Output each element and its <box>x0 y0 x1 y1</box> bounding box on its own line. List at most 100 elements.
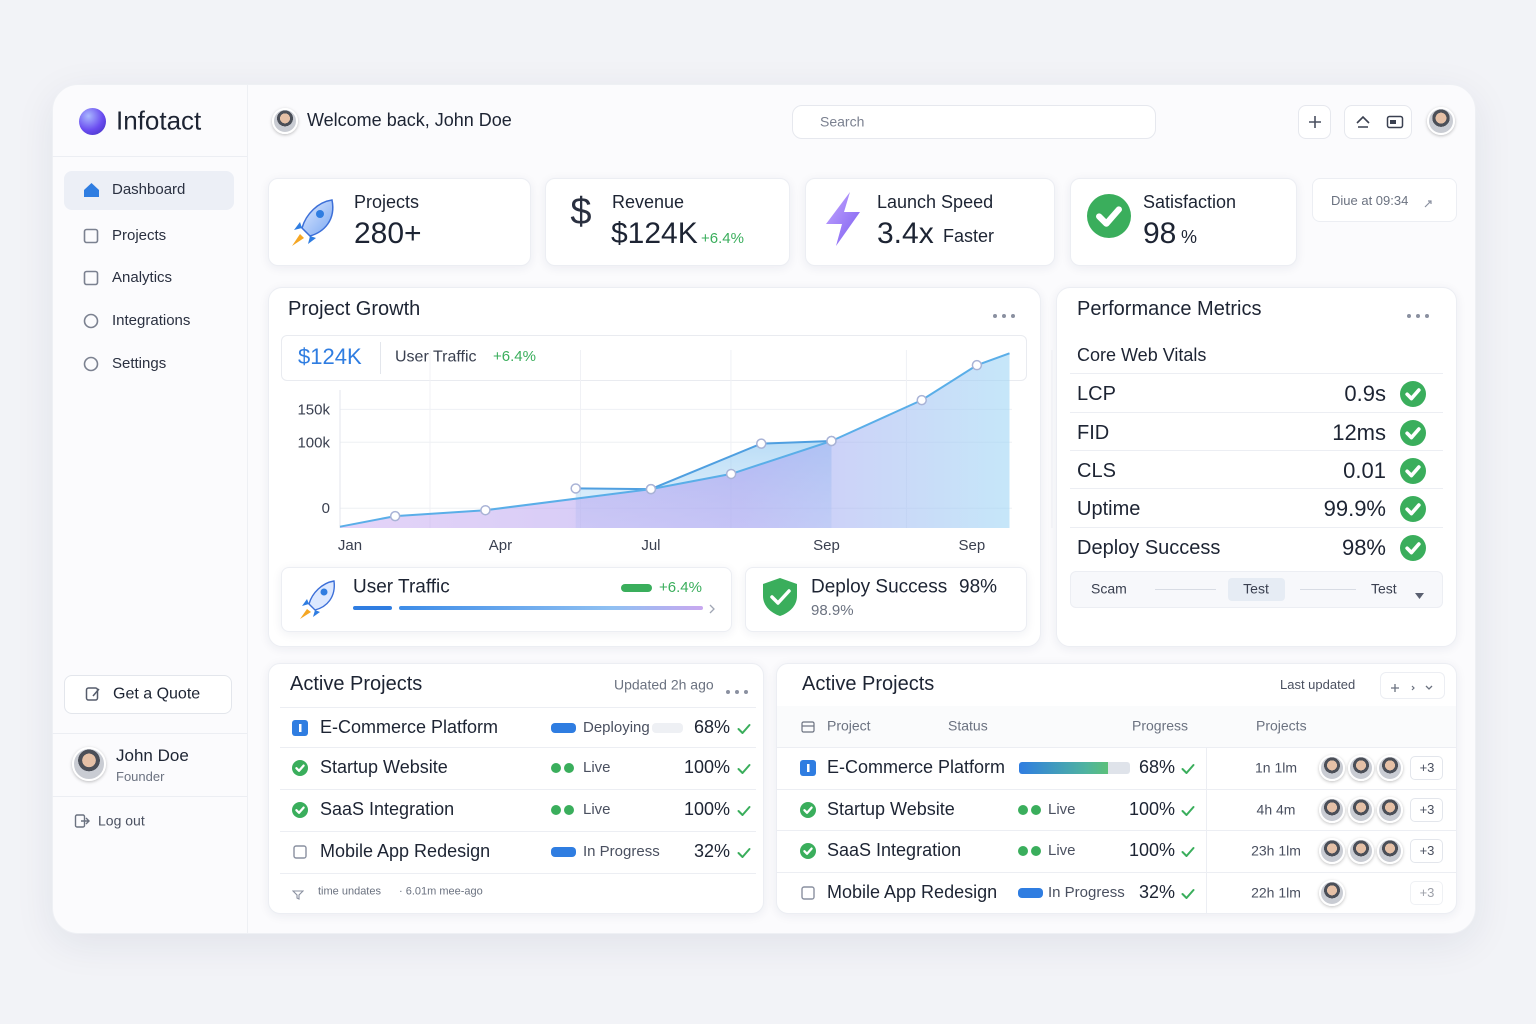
project-progress: 32% <box>1138 882 1175 903</box>
project-progress: 100% <box>683 757 730 778</box>
status-dot <box>551 805 561 815</box>
icon-shape <box>1391 684 1433 692</box>
icon-shape <box>295 764 305 772</box>
status-dot <box>564 805 574 815</box>
table-tools[interactable] <box>1380 672 1445 699</box>
stat-label: Launch Speed <box>877 192 994 213</box>
logout[interactable]: Log out <box>98 812 145 829</box>
icon-shape <box>84 183 99 197</box>
column-divider <box>1206 830 1207 872</box>
metric-label: Uptime <box>1077 498 1141 520</box>
icon-shape <box>1181 847 1195 857</box>
project-progress: 32% <box>693 841 730 862</box>
check-mark <box>737 804 751 816</box>
project-name: Startup Website <box>320 757 448 778</box>
metric-value: 0.01 <box>1343 457 1386 483</box>
column-divider <box>1206 747 1207 789</box>
icon-shape <box>737 806 751 816</box>
icon-shape <box>292 760 308 776</box>
icon-shape <box>1405 542 1421 555</box>
icon-shape <box>1386 115 1404 129</box>
project-time: 22h 1lm <box>1251 884 1301 901</box>
search-box[interactable] <box>792 105 1156 139</box>
progress-bar <box>1019 762 1130 774</box>
icon-shape <box>291 890 305 900</box>
icon-shape <box>1425 685 1433 690</box>
step: Test <box>1371 580 1397 597</box>
quote-button[interactable] <box>64 675 232 714</box>
table-header-bg <box>777 706 1456 747</box>
divider <box>1070 488 1443 489</box>
icon-shape <box>801 886 815 900</box>
sidebar-divider <box>247 84 248 934</box>
deploy-detail: 98.9% <box>811 602 854 619</box>
icon-shape <box>1002 314 1006 318</box>
nav-item[interactable]: Integrations <box>112 312 191 329</box>
project-progress: 68% <box>1138 757 1175 778</box>
avatar <box>1377 838 1403 864</box>
avatar <box>1319 797 1345 823</box>
avatar <box>72 747 106 781</box>
panel-title: Project Growth <box>288 298 421 320</box>
column-header: Projects <box>1256 717 1307 734</box>
stat-note: Faster <box>943 226 995 247</box>
stat-label: Revenue <box>612 192 685 213</box>
icon-shape <box>1181 764 1195 774</box>
nav-item[interactable]: Settings <box>112 355 167 372</box>
divider <box>1300 589 1356 590</box>
check-mark <box>1181 804 1195 816</box>
icon-shape <box>744 690 748 694</box>
extra-count: +3 <box>1419 802 1435 818</box>
icon-shape <box>763 578 797 616</box>
card-icon <box>1386 114 1404 130</box>
check-mark <box>1181 845 1195 857</box>
project-progress: 100% <box>1128 799 1175 820</box>
icon-shape <box>709 604 715 614</box>
nav-item[interactable]: Projects <box>112 227 167 244</box>
icon-shape <box>1400 381 1426 407</box>
check-mark <box>737 846 751 858</box>
icon-shape <box>320 588 328 596</box>
nav-item[interactable]: Dashboard <box>112 181 186 198</box>
stat-value: $124K <box>611 217 698 250</box>
quote-label: Get a Quote <box>113 685 201 703</box>
divider <box>777 789 1456 790</box>
icon-shape <box>1309 116 1321 128</box>
check-mark <box>1181 887 1195 899</box>
icon-shape <box>800 843 816 859</box>
divider <box>1070 373 1443 374</box>
icon-shape <box>83 356 99 372</box>
icon-shape <box>1087 194 1131 238</box>
extra-badge <box>1410 798 1443 822</box>
extra-count: +3 <box>1419 885 1435 901</box>
project-name: E-Commerce Platform <box>827 757 1006 778</box>
stat-unit: % <box>1181 227 1198 248</box>
nav-item[interactable]: Analytics <box>112 269 173 286</box>
tool-buttons[interactable] <box>1344 105 1412 139</box>
icon-shape <box>85 687 100 701</box>
traffic-bar-short <box>353 606 392 610</box>
icon-shape <box>1400 535 1426 561</box>
dollar-icon: $ <box>566 191 596 233</box>
icon-shape <box>1356 115 1370 128</box>
column-header: Status <box>948 717 988 734</box>
project-progress: 100% <box>1128 840 1175 861</box>
project-time: 1n 1lm <box>1254 759 1298 776</box>
nav-icon <box>83 270 99 286</box>
deploy-title: Deploy Success <box>811 576 948 598</box>
stat-value: 3.4x <box>877 217 934 250</box>
project-name: SaaS Integration <box>827 840 962 861</box>
divider <box>1070 412 1443 413</box>
expand-icon <box>1423 196 1433 208</box>
add-icon <box>1307 114 1323 130</box>
icon-shape <box>1424 200 1432 208</box>
traffic-pill <box>621 584 652 592</box>
rocket-icon <box>298 578 338 620</box>
status-dot <box>1018 805 1028 815</box>
divider <box>52 733 247 734</box>
panel-subtitle: Core Web Vitals <box>1077 345 1207 366</box>
check-badge <box>1400 535 1426 561</box>
divider <box>280 789 756 790</box>
icon-shape <box>1096 206 1122 227</box>
avatar <box>1319 838 1345 864</box>
